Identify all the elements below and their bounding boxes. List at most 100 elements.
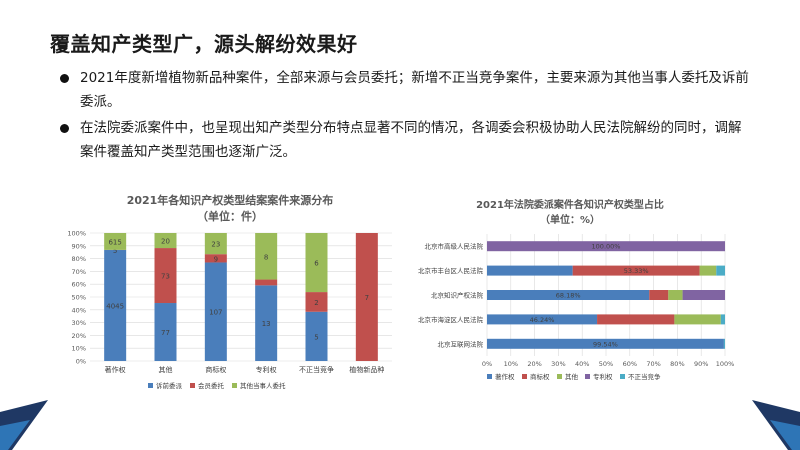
legend-swatch: [232, 383, 237, 388]
data-label: 615: [108, 238, 121, 246]
x-tick-label: 90%: [694, 360, 708, 368]
legend-label: 著作权: [495, 372, 515, 381]
bar-segment: [597, 314, 675, 325]
y-tick-label: 90%: [72, 242, 86, 250]
y-tick-label: 北京市高级人民法院: [425, 242, 484, 251]
data-label: 53.33%: [624, 267, 649, 275]
x-tick-label: 商标权: [205, 365, 226, 374]
bullet-list: 2021年度新增植物新品种案件，全部来源与会员委托；新增不正当竞争案件，主要来源…: [60, 66, 750, 164]
legend-label: 专利权: [593, 372, 613, 381]
legend-label: 诉前委派: [156, 381, 183, 390]
x-tick-label: 70%: [646, 360, 660, 368]
bar-segment: [305, 233, 328, 293]
bar-segment: [699, 265, 717, 276]
y-tick-label: 100%: [67, 230, 86, 238]
bar-segment: [487, 265, 573, 276]
right-chart-title: 2021年法院委派案件各知识产权类型占比: [476, 200, 664, 211]
y-tick-label: 50%: [72, 294, 86, 302]
bar-segment: [305, 311, 328, 361]
legend-swatch: [148, 383, 153, 388]
data-label: 23: [211, 241, 220, 249]
x-tick-label: 40%: [575, 360, 589, 368]
bar-segment: [154, 248, 177, 304]
right-chart-svg: 0% 10% 20% 30% 40% 50% 60% 70% 80% 90% 100% 北京市高级人民…: [418, 234, 735, 381]
bar-segment: [255, 233, 278, 280]
y-tick-label: 60%: [72, 281, 86, 289]
bar-segment: [487, 314, 598, 325]
bar-segment: [487, 338, 724, 349]
y-tick-label: 北京知识产权法院: [431, 291, 484, 300]
data-label: 77: [161, 329, 170, 337]
data-label: 68.18%: [556, 292, 581, 300]
x-tick-label: 100%: [716, 360, 735, 368]
data-label: 46.24%: [530, 316, 555, 324]
bar-segment: [204, 254, 227, 263]
bar-segment: [487, 241, 725, 252]
y-tick-label: 北京市海淀区人民法院: [418, 315, 484, 324]
right-chart: 2021年法院委派案件各知识产权类型占比 （单位：%） 0% 10% 20% 30% 4…: [395, 190, 745, 400]
x-tick-label: 80%: [670, 360, 684, 368]
left-chart: 2021年各知识产权类型结案案件来源分布 （单位：件） 0% 10% 20% 30% 4…: [60, 188, 400, 413]
bar-segment: [649, 290, 669, 300]
data-label: 99.54%: [593, 340, 618, 348]
data-label: 6: [314, 260, 319, 268]
bar-segment: [154, 303, 177, 361]
y-tick-label: 北京市丰台区人民法院: [418, 266, 484, 275]
bar-segment: [305, 292, 328, 312]
x-tick-label: 植物新品种: [349, 365, 384, 374]
bullet-item: 在法院委派案件中，也呈现出知产类型分布特点显著不同的情况，各调委会积极协助人民法…: [60, 116, 750, 164]
data-label: 9: [214, 255, 218, 263]
x-tick-label: 60%: [623, 360, 637, 368]
left-chart-subtitle: （单位：件）: [197, 210, 263, 223]
legend-swatch: [522, 374, 527, 379]
bullet-item: 2021年度新增植物新品种案件，全部来源与会员委托；新增不正当竞争案件，主要来源…: [60, 66, 750, 114]
bar-segment: [104, 233, 127, 250]
corner-decoration-right: [752, 400, 800, 450]
bar-segment: [255, 279, 278, 286]
bar-segment: [104, 250, 127, 361]
slide-title: 覆盖知产类型广，源头解纷效果好: [50, 32, 358, 56]
data-label: 4045: [106, 303, 124, 311]
data-label: 107: [209, 309, 222, 317]
bar-segment: [572, 265, 700, 276]
bar-segment: [154, 233, 177, 249]
legend-label: 其他: [565, 372, 579, 381]
legend-label: 其他当事人委托: [240, 381, 286, 390]
y-tick-label: 80%: [72, 255, 86, 263]
data-label: 2: [314, 299, 318, 307]
bar-segment: [716, 265, 725, 276]
bar-segment: [204, 262, 227, 361]
left-chart-svg: 0%10%20%30%40%50%60%70%80%90%100%4045561…: [67, 230, 392, 390]
x-tick-label: 著作权: [105, 365, 126, 374]
x-tick-label: 专利权: [256, 365, 277, 374]
x-tick-label: 不正当竞争: [299, 365, 334, 374]
legend-label: 商标权: [530, 372, 550, 381]
x-tick-label: 30%: [551, 360, 565, 368]
corner-decoration-left: [0, 400, 48, 450]
data-label: 20: [161, 238, 170, 246]
y-tick-label: 30%: [72, 319, 86, 327]
data-label: 13: [262, 320, 271, 328]
bar-segment: [255, 285, 278, 361]
x-tick-label: 50%: [599, 360, 613, 368]
y-tick-label: 10%: [72, 345, 86, 353]
bar-segment: [204, 233, 227, 255]
y-tick-label: 北京互联网法院: [438, 339, 484, 348]
bar-segment: [355, 233, 378, 361]
legend-swatch: [620, 374, 625, 379]
legend-label: 不正当竞争: [628, 372, 661, 381]
x-tick-label: 其他: [159, 365, 173, 374]
data-label: 5: [113, 247, 117, 255]
legend-swatch: [557, 374, 562, 379]
data-label: 100.00%: [592, 243, 621, 251]
legend-label: 会员委托: [198, 381, 225, 390]
data-label: 5: [314, 333, 318, 341]
y-tick-label: 20%: [72, 332, 86, 340]
bar-segment: [720, 314, 725, 325]
y-tick-label: 0%: [76, 358, 86, 366]
bar-segment: [668, 290, 683, 300]
bar-segment: [487, 290, 650, 300]
x-tick-label: 10%: [504, 360, 518, 368]
bar-segment: [723, 338, 725, 349]
bar-segment: [674, 314, 721, 325]
